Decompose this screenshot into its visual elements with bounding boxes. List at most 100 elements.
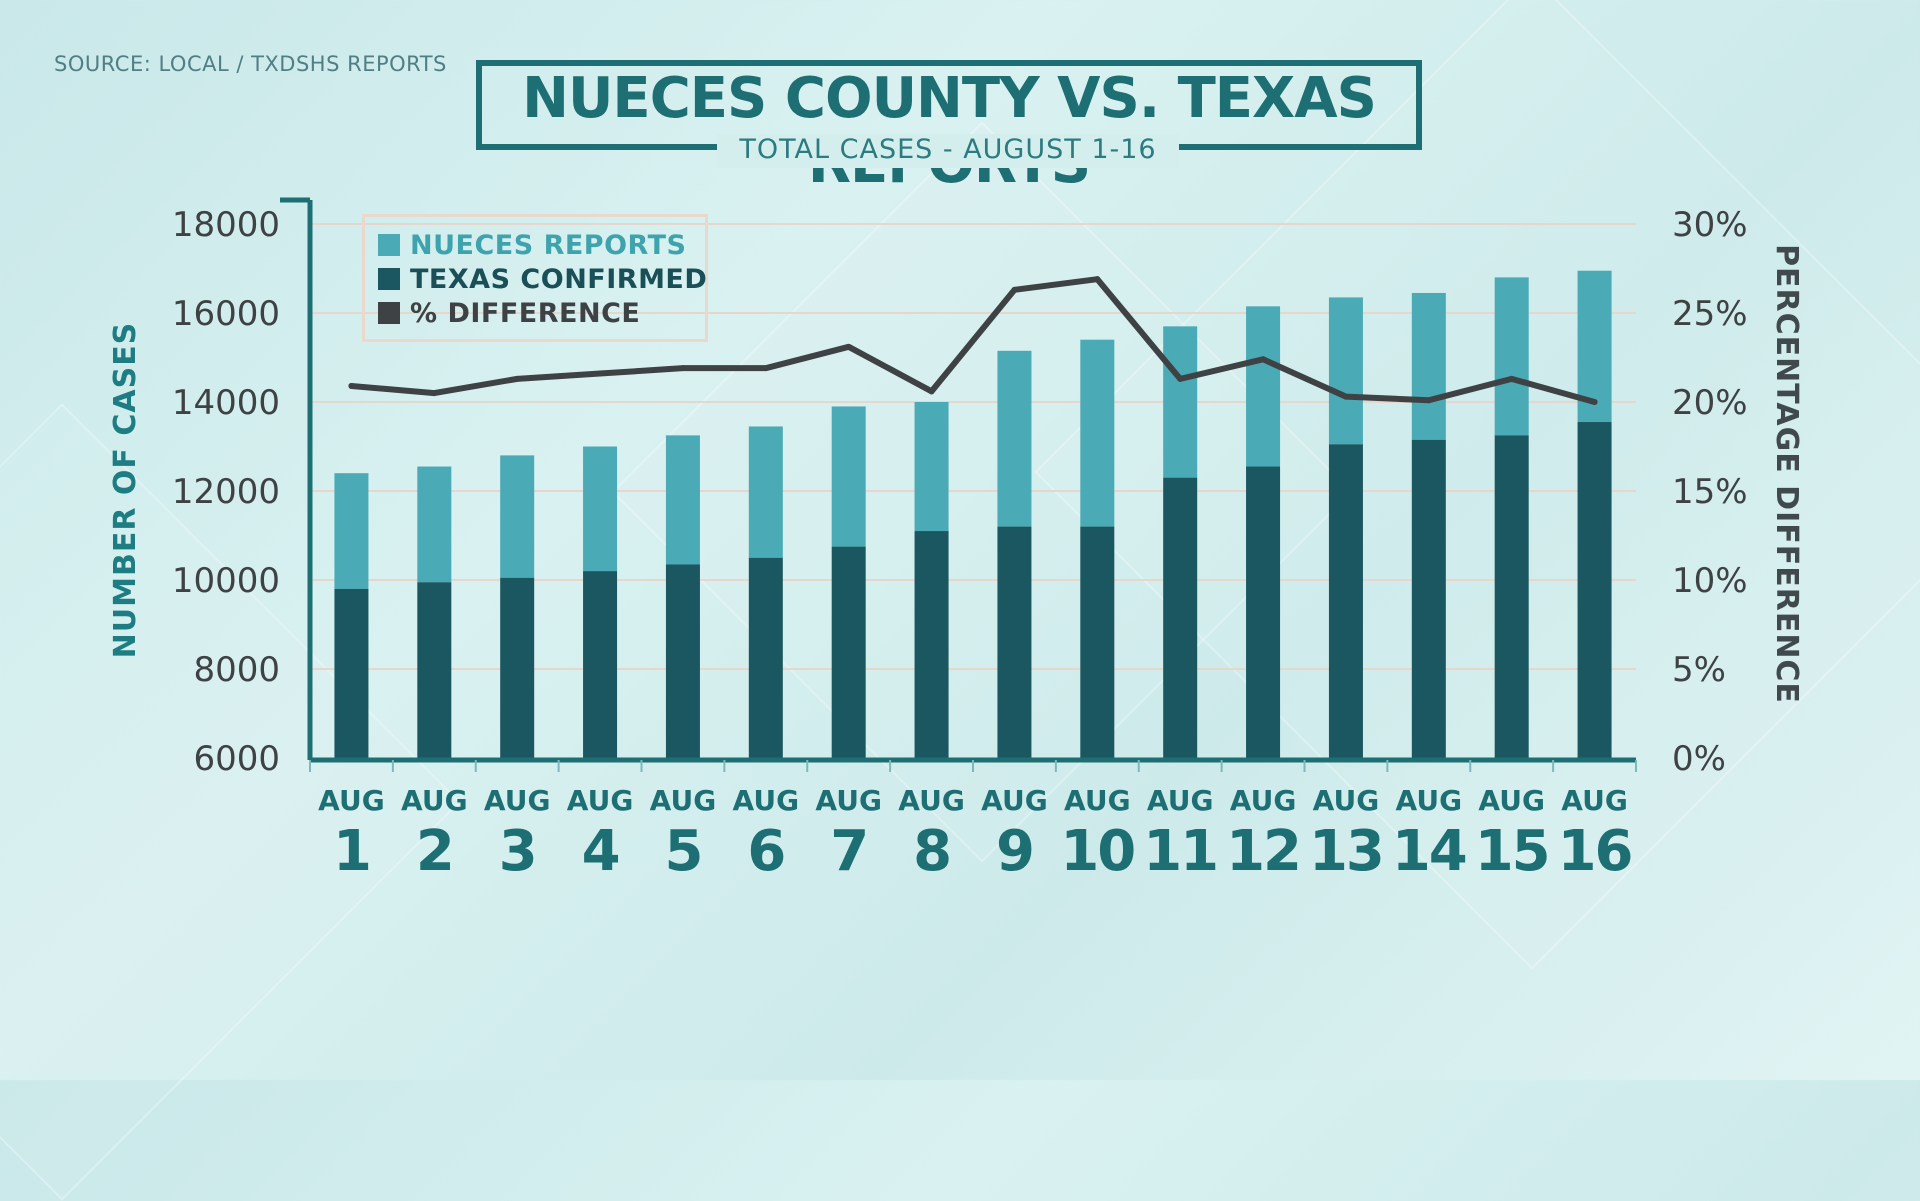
y-tick-label-left: 14000	[172, 383, 280, 423]
bar-nueces	[1411, 292, 1446, 440]
x-label-day: 3	[499, 819, 536, 884]
line-percent-difference	[348, 276, 1598, 405]
x-label-day: 12	[1226, 819, 1300, 884]
x-label-month: AUG	[1064, 784, 1131, 817]
point-percent-difference	[762, 365, 769, 372]
bar-nueces	[1080, 339, 1115, 527]
tick-labels: 18000 30% 16000 25% 14000 20% 12000 15% 10000 10%…	[172, 205, 1748, 779]
point-percent-difference	[928, 388, 935, 395]
bar-texas	[334, 588, 369, 758]
bar-nueces	[1246, 306, 1281, 467]
bar-texas	[1163, 477, 1198, 758]
y-tick-label-left: 18000	[172, 205, 280, 245]
y-tick-label-right: 25%	[1672, 294, 1748, 334]
y-tick-label-left: 8000	[193, 650, 280, 690]
bar-texas	[748, 557, 783, 758]
source-note: SOURCE: LOCAL / TXDSHS REPORTS	[54, 52, 447, 76]
x-label-day: 2	[416, 819, 453, 884]
bar-nueces	[914, 402, 949, 532]
point-percent-difference	[597, 370, 604, 377]
point-percent-difference	[1177, 375, 1184, 382]
x-label-day: 7	[830, 819, 867, 884]
bar-texas	[1080, 526, 1115, 758]
point-percent-difference	[514, 375, 521, 382]
x-label-day: 10	[1060, 819, 1134, 884]
bar-nueces	[1328, 297, 1363, 445]
bar-layer	[334, 270, 1612, 758]
legend-swatch-texas	[378, 268, 400, 290]
axes-layer	[280, 197, 1637, 772]
y-tick-label-right: 30%	[1672, 205, 1748, 245]
x-label-month: AUG	[981, 784, 1048, 817]
y-tick-label-right: 10%	[1672, 561, 1748, 601]
legend	[362, 214, 708, 342]
bar-nueces	[334, 473, 369, 589]
bar-nueces	[831, 406, 866, 547]
bar-texas	[583, 571, 618, 758]
x-label-day: 6	[747, 819, 784, 884]
x-label-month: AUG	[1561, 784, 1628, 817]
y-tick-label-left: 6000	[193, 739, 280, 779]
x-label-day: 14	[1392, 819, 1466, 884]
y-tick-label-right: 20%	[1672, 383, 1748, 423]
x-label-month: AUG	[401, 784, 468, 817]
x-label-month: AUG	[1147, 784, 1214, 817]
stacked-bar-chart: 18000 30%16000 25%14000 20%12000 15%10000 10%…	[172, 197, 1748, 884]
x-label-day: 5	[664, 819, 701, 884]
x-label-month: AUG	[318, 784, 385, 817]
x-label-month: AUG	[1313, 784, 1380, 817]
point-percent-difference	[1591, 399, 1598, 405]
bar-nueces	[583, 446, 618, 572]
bar-nueces	[1494, 277, 1529, 436]
bar-texas	[914, 531, 949, 758]
legend-swatch-nueces	[378, 234, 400, 256]
x-label-month: AUG	[650, 784, 717, 817]
point-percent-difference	[348, 382, 355, 389]
y-tick-label-left: 16000	[172, 294, 280, 334]
line-layer	[348, 276, 1598, 405]
y-tick-label-right: 15%	[1672, 472, 1748, 512]
point-percent-difference	[1342, 393, 1349, 400]
point-percent-difference	[431, 390, 438, 397]
bar-texas	[500, 577, 535, 758]
bar-nueces	[500, 455, 535, 578]
x-label-day: 16	[1558, 819, 1632, 884]
legend-label-difference: % DIFFERENCE	[410, 297, 641, 329]
x-label-month: AUG	[733, 784, 800, 817]
x-label-month: AUG	[898, 784, 965, 817]
point-percent-difference	[1425, 397, 1432, 404]
x-label-day: 15	[1475, 819, 1549, 884]
bar-texas	[417, 582, 452, 758]
bar-texas	[1577, 422, 1612, 758]
x-label-day: 13	[1309, 819, 1383, 884]
x-label-day: 11	[1143, 819, 1217, 884]
x-label-day: 4	[582, 819, 619, 884]
bar-nueces	[997, 350, 1032, 527]
legend-item-difference: % DIFFERENCE	[378, 297, 641, 329]
bar-nueces	[1163, 326, 1198, 478]
bar-texas	[1411, 439, 1446, 758]
bar-nueces	[748, 426, 783, 558]
legend-item-texas: TEXAS CONFIRMED	[378, 264, 707, 295]
bar-nueces	[417, 466, 452, 583]
bar-texas	[665, 564, 700, 758]
bar-nueces	[665, 435, 700, 565]
x-label-day: 1	[333, 819, 370, 884]
bar-texas	[1246, 466, 1281, 758]
bar-texas	[997, 526, 1032, 758]
x-label-month: AUG	[815, 784, 882, 817]
x-label-month: AUG	[1396, 784, 1463, 817]
x-label-month: AUG	[484, 784, 551, 817]
chart-subtitle: TOTAL CASES - AUGUST 1-16	[717, 134, 1179, 168]
point-percent-difference	[1508, 375, 1515, 382]
bar-texas	[1328, 444, 1363, 758]
point-percent-difference	[1260, 356, 1267, 363]
point-percent-difference	[1011, 286, 1018, 293]
legend-label-nueces: NUECES REPORTS	[410, 229, 687, 261]
y-tick-label-right: 0%	[1672, 739, 1726, 779]
y-tick-label-right: 5%	[1672, 650, 1726, 690]
point-percent-difference	[679, 365, 686, 372]
bar-texas	[1494, 435, 1529, 758]
y-axis-title-right: PERCENTAGE DIFFERENCE	[1769, 244, 1804, 704]
x-axis-labels: AUG1AUG2AUG3AUG4AUG5AUG6AUG7AUG8AUG9AUG1…	[318, 784, 1633, 884]
